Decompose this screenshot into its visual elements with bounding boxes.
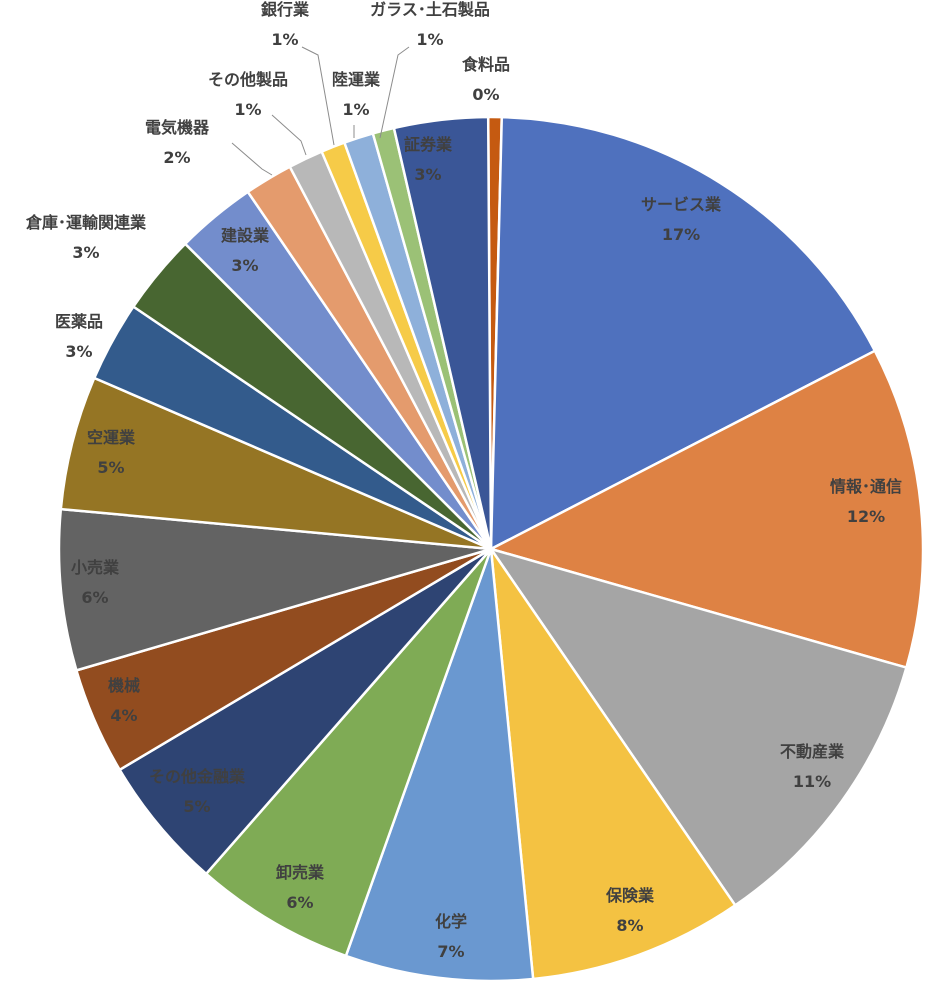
slice-category-label: 食料品 (461, 55, 510, 74)
slice-percent-label: 7% (437, 942, 464, 961)
slice-category-label: 銀行業 (261, 0, 310, 19)
slice-category-label: ガラス･土石製品 (370, 0, 490, 19)
slice-category-label: 医薬品 (55, 312, 103, 331)
slice-category-label: 倉庫･運輸関連業 (25, 213, 147, 232)
slice-percent-label: 5% (183, 797, 210, 816)
pie-slice (392, 115, 493, 551)
slice-percent-label: 3% (72, 243, 99, 262)
slice-category-label: 化学 (435, 912, 467, 931)
pie-slice (489, 547, 908, 907)
slice-percent-label: 3% (414, 165, 441, 184)
slice-category-label: 小売業 (71, 558, 120, 577)
slice-category-label: 不動産業 (780, 742, 845, 761)
slice-percent-label: 1% (234, 100, 261, 119)
slice-percent-label: 2% (163, 148, 190, 167)
slice-category-label: 陸運業 (332, 70, 381, 89)
slice-percent-label: 3% (231, 256, 258, 275)
slice-category-label: サービス業 (641, 195, 722, 214)
slice-percent-label: 12% (847, 507, 885, 526)
slice-category-label: 空運業 (87, 428, 136, 447)
slice-category-label: 保険業 (605, 886, 655, 905)
slice-percent-label: 6% (286, 893, 313, 912)
slice-percent-label: 1% (342, 100, 369, 119)
pie-slice (204, 547, 493, 958)
slice-percent-label: 11% (793, 772, 831, 791)
slice-percent-label: 3% (65, 342, 92, 361)
slice-percent-label: 1% (416, 30, 443, 49)
slice-percent-label: 17% (662, 225, 700, 244)
slice-percent-label: 8% (616, 916, 643, 935)
leader-line (231, 142, 273, 176)
slice-category-label: 卸売業 (276, 863, 325, 882)
slice-percent-label: 6% (81, 588, 108, 607)
leader-line (271, 114, 307, 156)
pie-slice (489, 115, 877, 551)
slice-category-label: 機械 (108, 676, 140, 695)
slice-category-label: その他製品 (208, 70, 288, 89)
pie-slice (489, 547, 737, 981)
slice-category-label: 建設業 (221, 226, 270, 245)
leader-line (379, 46, 410, 139)
slice-percent-label: 4% (110, 706, 137, 725)
pie-slice (344, 547, 535, 983)
slice-category-label: 証券業 (404, 135, 453, 154)
leader-line (301, 46, 335, 146)
slice-category-label: その他金融業 (149, 767, 246, 786)
pie-slice (489, 349, 925, 669)
slice-percent-label: 1% (271, 30, 298, 49)
leader-lines (231, 46, 410, 176)
slice-percent-label: 5% (97, 458, 124, 477)
slice-category-label: 情報･通信 (830, 477, 902, 496)
slice-percent-label: 0% (472, 85, 499, 104)
pie-slice (57, 507, 493, 672)
data-labels: 食料品 0% サービス業 17% 情報･通信 12% 不動産業 11% 保険業 8% 化学 7% 卸売業… (25, 0, 902, 961)
slice-category-label: 電気機器 (145, 118, 210, 137)
pie-slices (57, 115, 925, 983)
